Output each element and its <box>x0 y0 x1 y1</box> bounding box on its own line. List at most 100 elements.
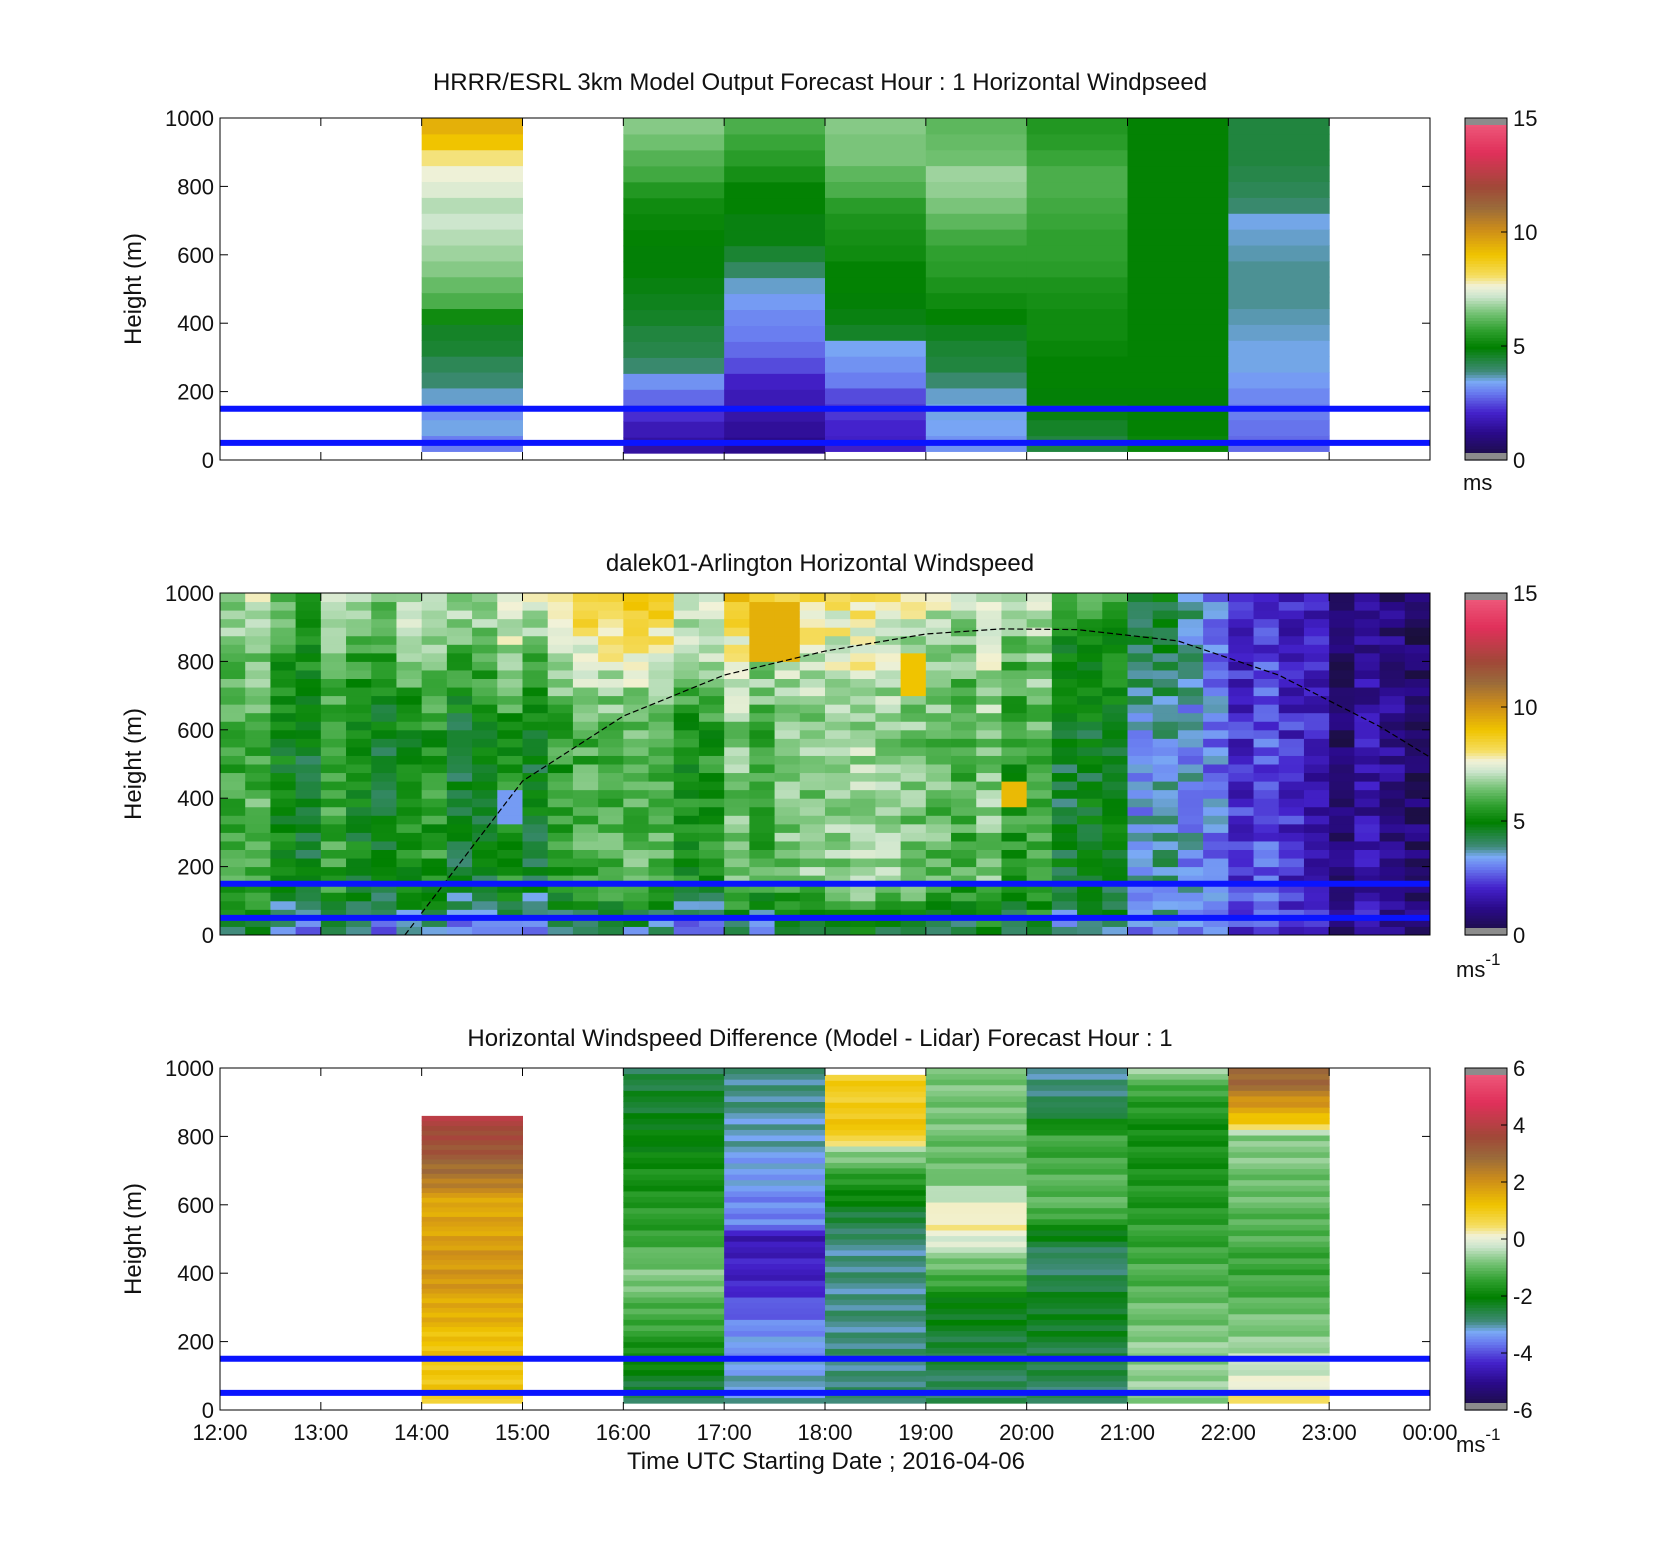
difference-cell <box>724 1274 826 1281</box>
lidar-cell <box>1051 652 1078 662</box>
lidar-cell <box>346 858 372 868</box>
lidar-cell <box>1379 755 1406 765</box>
lidar-cell <box>1354 610 1381 620</box>
lidar-cell <box>1127 695 1154 705</box>
lidar-cell <box>547 729 574 739</box>
lidar-cell <box>925 746 952 756</box>
lidar-cell <box>900 704 927 714</box>
lidar-cell <box>1152 909 1179 919</box>
lidar-cell <box>976 678 1002 688</box>
model-colorbar-segment <box>1465 368 1507 373</box>
difference-cell <box>1228 1369 1330 1376</box>
lidar-cell <box>799 627 826 637</box>
lidar-cell <box>320 635 347 645</box>
difference-cell <box>1228 1364 1330 1371</box>
lidar-colorbar-tick-label: 15 <box>1513 581 1537 606</box>
difference-cell <box>925 1285 1028 1292</box>
difference-colorbar-segment <box>1465 1164 1507 1169</box>
lidar-cell <box>976 900 1002 910</box>
difference-cell <box>421 1278 523 1284</box>
difference-cell <box>623 1224 725 1231</box>
lidar-colorbar-segment <box>1465 669 1507 674</box>
lidar-cell <box>900 610 927 620</box>
lidar-cell <box>1026 900 1053 910</box>
difference-colorbar-segment <box>1465 1079 1507 1083</box>
lidar-cell <box>446 746 473 756</box>
difference-cell <box>925 1213 1028 1220</box>
lidar-cell <box>698 746 725 756</box>
lidar-cell <box>472 593 498 603</box>
lidar-cell <box>875 678 902 688</box>
difference-cell <box>825 1184 927 1191</box>
lidar-cell <box>1278 738 1305 748</box>
lidar-cell <box>1152 764 1179 774</box>
lidar-y-tick-label: 600 <box>177 718 214 743</box>
model-cell <box>1228 387 1330 405</box>
lidar-cell <box>497 746 523 756</box>
difference-cell <box>1228 1235 1330 1242</box>
difference-colorbar-segment <box>1465 1341 1507 1346</box>
lidar-cell <box>1177 755 1204 765</box>
lidar-cell <box>220 729 246 739</box>
model-colorbar-segment <box>1465 223 1507 227</box>
lidar-cell <box>951 644 977 654</box>
lidar-cell <box>572 875 599 885</box>
lidar-cell <box>497 695 523 705</box>
model-heatmap-cells <box>421 118 1330 454</box>
lidar-cell <box>446 815 473 825</box>
lidar-cell <box>900 909 927 919</box>
difference-cell <box>825 1206 927 1213</box>
lidar-cell <box>1253 704 1280 714</box>
lidar-cell <box>446 610 473 620</box>
difference-cell <box>1228 1073 1330 1080</box>
lidar-cell <box>270 815 297 825</box>
lidar-cell <box>724 738 750 748</box>
lidar-cell <box>648 669 675 679</box>
lidar-cell <box>1152 806 1179 816</box>
lidar-cell <box>346 764 372 774</box>
lidar-cell <box>421 635 448 645</box>
lidar-cell <box>295 917 322 927</box>
lidar-cell <box>1026 610 1053 620</box>
lidar-cell <box>1303 695 1330 705</box>
difference-colorbar-segment <box>1465 1315 1507 1320</box>
lidar-cell <box>749 892 776 902</box>
lidar-cell <box>749 755 776 765</box>
lidar-cell <box>799 806 826 816</box>
lidar-cell <box>295 883 322 893</box>
lidar-cell <box>245 644 271 654</box>
lidar-cell <box>446 695 473 705</box>
difference-cell <box>623 1291 725 1298</box>
lidar-cell <box>623 798 650 808</box>
lidar-cell <box>799 892 826 902</box>
difference-colorbar-segment <box>1465 1335 1507 1340</box>
lidar-cell <box>295 858 322 868</box>
difference-cell <box>1026 1107 1128 1114</box>
lidar-cell <box>1051 610 1078 620</box>
lidar-cell <box>396 892 423 902</box>
lidar-colorbar-segment <box>1465 866 1507 871</box>
lidar-cell <box>1303 892 1330 902</box>
lidar-cell <box>1026 764 1053 774</box>
lidar-colorbar-segment <box>1465 903 1507 908</box>
lidar-cell <box>774 738 801 748</box>
difference-colorbar-segment <box>1465 1127 1507 1132</box>
model-cell <box>623 421 725 438</box>
lidar-colorbar-segment <box>1465 826 1507 831</box>
lidar-cell <box>1303 627 1330 637</box>
lidar-cell <box>1228 738 1255 748</box>
lidar-cell <box>1001 695 1028 705</box>
model-cell <box>925 419 1028 437</box>
lidar-cell <box>572 755 599 765</box>
lidar-cell <box>220 789 246 799</box>
lidar-cell <box>245 883 271 893</box>
lidar-cell <box>1077 652 1103 662</box>
model-colorbar-segment <box>1465 377 1507 381</box>
difference-cell <box>421 1168 523 1174</box>
lidar-colorbar-segment <box>1465 846 1507 851</box>
lidar-cell <box>396 840 423 850</box>
model-cell <box>1127 387 1229 405</box>
lidar-cell <box>522 712 549 722</box>
difference-cell <box>825 1271 927 1278</box>
model-colorbar-segment <box>1465 403 1507 407</box>
